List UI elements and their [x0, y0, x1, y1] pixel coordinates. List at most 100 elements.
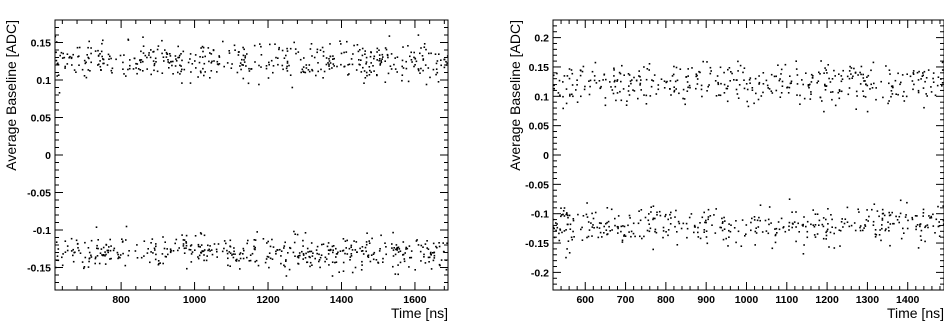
data-point	[372, 253, 375, 255]
data-point	[169, 248, 172, 250]
data-point	[823, 72, 825, 74]
data-point	[694, 226, 696, 228]
data-point	[735, 220, 737, 222]
data-point	[350, 253, 353, 255]
data-point	[892, 86, 894, 89]
data-point	[429, 76, 431, 79]
data-point	[266, 255, 269, 258]
data-point	[878, 215, 880, 218]
data-point	[346, 253, 349, 255]
data-point	[161, 52, 163, 55]
data-point	[881, 212, 884, 215]
data-point	[833, 232, 835, 235]
data-point	[680, 227, 683, 230]
data-point	[309, 48, 312, 50]
data-point	[134, 250, 137, 252]
data-point	[329, 55, 332, 58]
data-point	[333, 65, 335, 67]
data-point	[924, 240, 926, 243]
data-point	[378, 59, 380, 62]
data-point	[402, 46, 404, 48]
data-point	[197, 76, 199, 78]
data-point	[332, 58, 334, 60]
data-point	[305, 252, 307, 255]
data-point	[438, 53, 440, 55]
data-point	[912, 73, 915, 75]
data-point	[722, 238, 725, 241]
data-point	[799, 103, 801, 105]
data-point	[105, 243, 107, 246]
data-point	[286, 70, 289, 72]
data-point	[104, 263, 107, 265]
data-point	[705, 236, 708, 238]
data-point	[757, 98, 760, 101]
data-point	[303, 71, 305, 73]
data-point	[100, 69, 102, 71]
data-point	[922, 208, 925, 211]
data-point	[150, 251, 152, 253]
data-point	[643, 66, 645, 68]
data-point	[88, 40, 90, 43]
data-point	[277, 63, 279, 66]
data-point	[639, 84, 641, 86]
data-point	[727, 245, 729, 247]
data-point	[358, 59, 360, 61]
data-point	[408, 245, 411, 247]
data-point	[581, 226, 583, 229]
x-tick-label: 1400	[330, 294, 354, 306]
data-point	[599, 231, 602, 234]
data-point	[632, 232, 635, 235]
data-point	[630, 82, 632, 85]
data-point	[755, 232, 758, 234]
data-point	[304, 71, 307, 74]
data-point	[922, 87, 925, 89]
data-point	[838, 97, 841, 100]
data-point	[113, 247, 116, 250]
data-point	[758, 75, 760, 77]
data-point	[774, 241, 777, 244]
data-point	[256, 231, 258, 233]
data-point	[191, 251, 194, 253]
data-point	[811, 76, 814, 79]
data-point	[174, 55, 177, 57]
data-point	[78, 64, 80, 66]
data-point	[430, 253, 432, 255]
data-point	[846, 206, 849, 209]
data-point	[870, 83, 872, 86]
data-point	[328, 68, 331, 70]
data-point	[218, 55, 220, 57]
data-point	[326, 245, 329, 248]
data-point	[349, 256, 352, 258]
data-point	[101, 42, 103, 45]
data-point	[350, 58, 353, 60]
data-point	[142, 60, 144, 63]
data-point	[559, 229, 562, 231]
data-point	[920, 229, 923, 232]
data-point	[386, 53, 389, 56]
data-point	[121, 238, 123, 240]
data-point	[927, 69, 930, 71]
data-point	[392, 231, 394, 234]
data-point	[770, 90, 773, 92]
data-point	[200, 251, 202, 254]
data-point	[762, 72, 765, 74]
data-point	[382, 56, 384, 58]
data-point	[177, 249, 179, 252]
data-point	[607, 220, 610, 223]
data-point	[228, 50, 230, 52]
data-point	[611, 229, 613, 231]
data-point	[606, 221, 608, 224]
data-point	[372, 65, 374, 67]
data-point	[142, 70, 144, 72]
data-point	[737, 230, 740, 233]
data-point	[246, 256, 248, 259]
data-point	[242, 46, 244, 49]
data-point	[432, 68, 435, 71]
data-point	[775, 227, 778, 230]
data-point	[194, 235, 197, 237]
data-point	[292, 251, 295, 254]
data-point	[282, 68, 284, 71]
data-point	[64, 65, 66, 68]
data-point	[163, 247, 166, 250]
data-point	[241, 64, 243, 66]
